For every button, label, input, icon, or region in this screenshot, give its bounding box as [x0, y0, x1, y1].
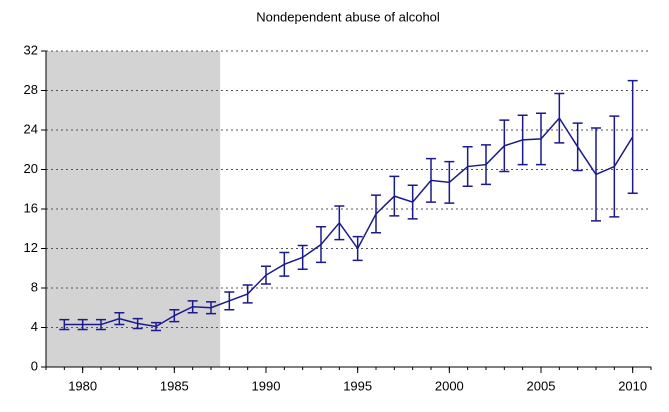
x-tick-label: 1985: [160, 378, 189, 393]
error-bar: [187, 300, 198, 314]
x-tick-label: 2010: [618, 378, 647, 393]
error-bar: [114, 311, 125, 326]
error-bar: [371, 194, 381, 234]
error-bar: [481, 144, 491, 186]
y-tick-label: 12: [24, 240, 38, 255]
error-bar: [389, 175, 400, 217]
error-bar: [96, 318, 106, 331]
error-bar: [261, 265, 271, 285]
error-bar: [444, 160, 455, 204]
error-bar: [591, 127, 601, 222]
error-bar: [352, 235, 363, 262]
y-tick-label: 8: [31, 279, 38, 294]
error-bar: [132, 317, 143, 330]
x-tick-label: 1990: [252, 378, 281, 393]
error-bar: [627, 79, 638, 194]
y-tick-label: 28: [24, 82, 38, 97]
data-line: [64, 116, 634, 328]
error-bar: [169, 308, 180, 323]
error-bar: [334, 205, 345, 241]
x-tick-label: 2000: [435, 378, 464, 393]
error-bar: [151, 321, 161, 332]
error-bar: [206, 301, 216, 315]
x-tick-label: 1995: [343, 378, 372, 393]
error-bar: [279, 251, 290, 277]
error-bar: [554, 92, 565, 144]
error-bar: [59, 318, 70, 331]
error-bar: [572, 122, 583, 172]
error-bar: [316, 226, 326, 264]
error-bar: [77, 318, 88, 331]
y-tick-label: 20: [24, 161, 38, 176]
error-bar: [407, 184, 418, 220]
error-bar: [609, 115, 620, 218]
x-tick-label: 1980: [68, 378, 97, 393]
error-bar: [297, 244, 308, 270]
error-bar: [426, 157, 436, 203]
error-bar: [242, 284, 253, 304]
y-tick-label: 32: [24, 42, 38, 57]
x-tick-label: 2005: [527, 378, 556, 393]
error-bar: [224, 291, 235, 311]
y-tick-label: 0: [31, 358, 38, 373]
y-tick-label: 24: [24, 121, 38, 136]
error-bar: [517, 114, 528, 166]
y-tick-label: 4: [31, 319, 38, 334]
chart-title: Nondependent abuse of alcohol: [256, 9, 440, 24]
y-tick-label: 16: [24, 200, 38, 215]
error-bar: [499, 119, 510, 173]
error-bar: [462, 146, 473, 188]
error-bar: [536, 112, 546, 166]
